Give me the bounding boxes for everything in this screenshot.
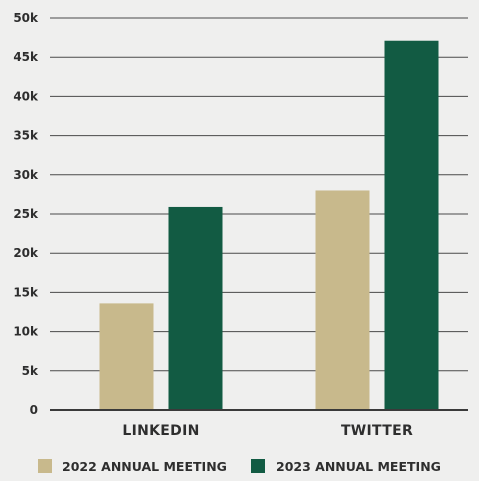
y-tick-label: 50k bbox=[13, 11, 39, 25]
x-tick-label-twitter: TWITTER bbox=[341, 423, 413, 439]
y-tick-label: 10k bbox=[13, 325, 39, 339]
y-tick-label: 30k bbox=[13, 168, 39, 182]
bar-twitter-series-2 bbox=[384, 40, 439, 411]
y-tick-label: 15k bbox=[13, 285, 39, 299]
bar-twitter-series-1 bbox=[315, 190, 370, 410]
bar-linkedin-series-2 bbox=[168, 206, 223, 410]
y-tick-label: 40k bbox=[13, 89, 39, 103]
legend-swatch-1 bbox=[38, 459, 52, 473]
legend-label-1: 2022 ANNUAL MEETING bbox=[62, 459, 227, 474]
y-tick-label: 35k bbox=[13, 129, 39, 143]
y-tick-label: 45k bbox=[13, 50, 39, 64]
bars bbox=[99, 40, 439, 411]
x-tick-label-linkedin: LINKEDIN bbox=[122, 423, 199, 439]
legend-swatch-2 bbox=[251, 459, 265, 473]
legend: 2022 ANNUAL MEETING 2023 ANNUAL MEETING bbox=[38, 459, 441, 474]
y-tick-label: 20k bbox=[13, 246, 39, 260]
y-tick-label: 0 bbox=[30, 403, 38, 417]
labels: 0 5k 10k 15k 20k 25k 30k 35k 40k 45k 50k LINKEDIN TW… bbox=[13, 11, 413, 439]
bar-linkedin-series-1 bbox=[99, 303, 154, 410]
y-tick-label: 25k bbox=[13, 207, 39, 221]
y-tick-label: 5k bbox=[22, 364, 39, 378]
legend-label-2: 2023 ANNUAL MEETING bbox=[276, 459, 441, 474]
